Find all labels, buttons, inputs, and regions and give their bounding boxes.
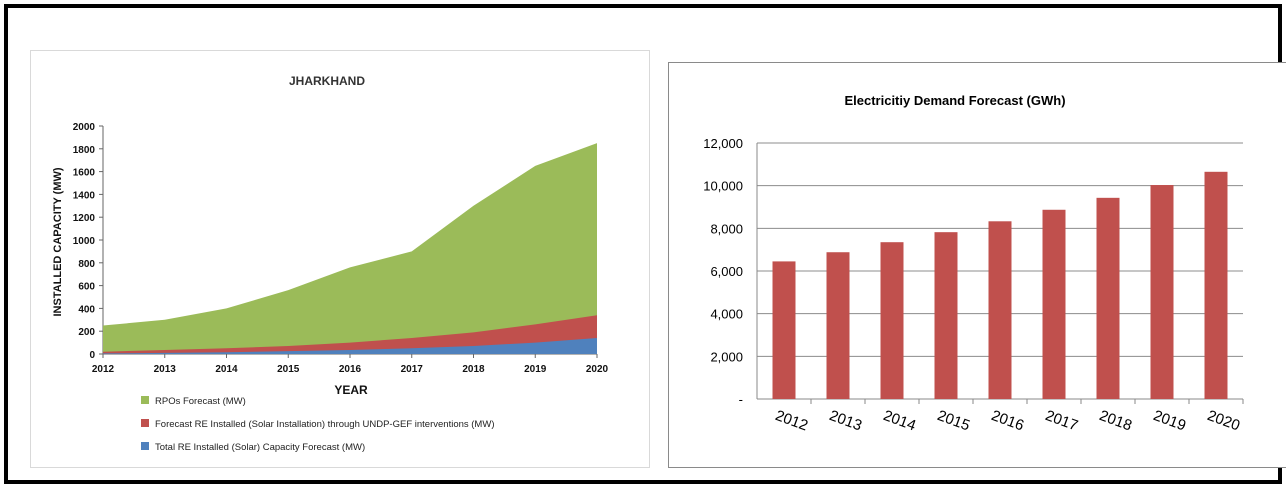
- legend-swatch: [141, 419, 149, 427]
- x-tick-label: 2017: [1043, 407, 1080, 434]
- bar-2018: [1096, 197, 1120, 399]
- y-tick-label: 1400: [73, 190, 96, 201]
- y-tick-label: 2,000: [710, 349, 743, 364]
- area-series-1: [103, 143, 597, 354]
- bar-2019: [1150, 185, 1174, 399]
- y-tick-label: 6,000: [710, 264, 743, 279]
- x-tick-label: 2017: [401, 364, 424, 375]
- bar-2016: [988, 221, 1012, 399]
- bar-2014: [880, 242, 904, 399]
- y-tick-label: 600: [78, 282, 95, 293]
- bar-2015: [934, 232, 958, 399]
- y-tick-label: 1600: [73, 168, 96, 179]
- x-tick-label: 2012: [92, 364, 115, 375]
- x-tick-label: 2014: [881, 407, 918, 434]
- x-tick-label: 2013: [154, 364, 177, 375]
- x-tick-label: 2015: [935, 407, 972, 434]
- y-tick-label: 200: [78, 327, 95, 338]
- y-tick-label: 2000: [73, 122, 96, 133]
- x-tick-label: 2020: [1205, 407, 1242, 434]
- x-tick-label: 2016: [339, 364, 362, 375]
- area-chart-svg: JHARKHAND YEAR INSTALLED CAPACITY (MW) 0…: [52, 74, 609, 453]
- legend-label: RPOs Forecast (MW): [155, 396, 246, 407]
- area-series-3: [103, 338, 597, 354]
- y-tick-label: 1000: [73, 236, 96, 247]
- x-tick-label: 2014: [215, 364, 238, 375]
- x-tick-label: 2015: [277, 364, 300, 375]
- legend-swatch: [141, 442, 149, 450]
- bar-chart-svg: Electricitiy Demand Forecast (GWh) - 2,00…: [703, 93, 1244, 434]
- y-tick-label: 12,000: [703, 136, 743, 151]
- legend-label: Forecast RE Installed (Solar Installatio…: [155, 419, 494, 430]
- x-tick-label: 2019: [524, 364, 547, 375]
- legend-swatch: [141, 396, 149, 404]
- area-series-2: [103, 315, 597, 354]
- demand-bar-chart: Electricitiy Demand Forecast (GWh) - 2,00…: [668, 62, 1286, 468]
- x-tick-label: 2012: [773, 407, 810, 434]
- y-tick-label: 400: [78, 304, 95, 315]
- y-tick-label: 0: [89, 350, 95, 361]
- y-tick-label: 800: [78, 259, 95, 270]
- area-chart-plot: 0 200 400 600 800 1000 1200 1400 1600 1800 2000 201…: [73, 122, 609, 375]
- x-tick-label: 2019: [1151, 407, 1188, 434]
- y-tick-label: 1800: [73, 145, 96, 156]
- x-tick-label: 2018: [462, 364, 485, 375]
- bar-2020: [1204, 171, 1228, 399]
- y-tick-label: 4,000: [710, 307, 743, 322]
- bar-chart-title: Electricitiy Demand Forecast (GWh): [844, 93, 1065, 108]
- x-tick-label: 2016: [989, 407, 1026, 434]
- jharkhand-area-chart: JHARKHAND YEAR INSTALLED CAPACITY (MW) 0…: [30, 50, 650, 468]
- bar-2012: [772, 261, 796, 399]
- x-tick-label: 2018: [1097, 407, 1134, 434]
- bar-2017: [1042, 209, 1066, 399]
- x-tick-label: 2013: [827, 407, 864, 434]
- y-tick-label: 10,000: [703, 179, 743, 194]
- y-tick-label: -: [739, 392, 743, 407]
- area-chart-ylabel: INSTALLED CAPACITY (MW): [52, 167, 64, 316]
- bar-2013: [826, 252, 850, 399]
- y-tick-label: 8,000: [710, 221, 743, 236]
- legend-label: Total RE Installed (Solar) Capacity Fore…: [155, 442, 365, 453]
- y-tick-label: 1200: [73, 213, 96, 224]
- area-chart-xlabel: YEAR: [334, 383, 368, 397]
- x-tick-label: 2020: [586, 364, 609, 375]
- area-chart-title: JHARKHAND: [289, 74, 365, 88]
- bar-chart-plot: - 2,000 4,000 6,000 8,000 10,000 12,000 2012 201…: [703, 136, 1244, 434]
- area-chart-legend: RPOs Forecast (MW) Forecast RE Installed …: [141, 396, 494, 453]
